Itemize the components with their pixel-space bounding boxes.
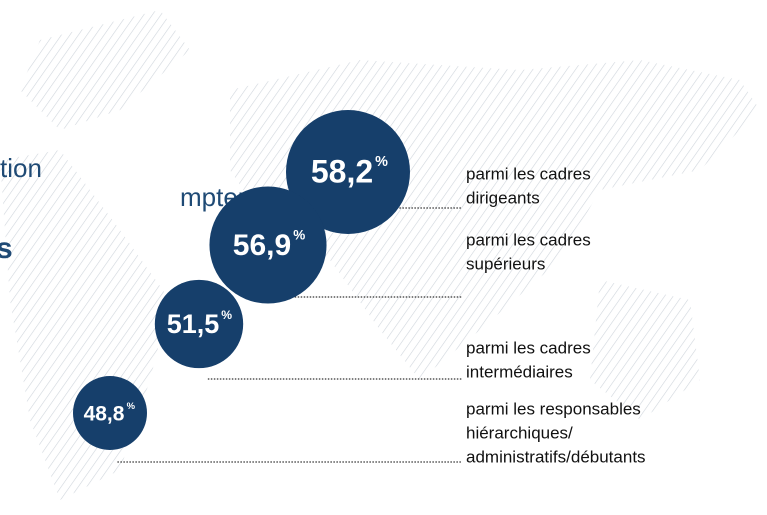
bubble <box>73 376 147 450</box>
category-label: supérieurs <box>466 254 545 273</box>
headline-fragment: s <box>0 232 13 265</box>
category-label: parmi les cadres <box>466 230 591 249</box>
unit-label: % <box>127 401 136 412</box>
category-label: dirigeants <box>466 188 540 207</box>
bubble <box>286 110 410 234</box>
value-label: 48,8 <box>84 403 125 426</box>
bubble <box>154 279 244 369</box>
category-label: parmi les responsables <box>466 399 641 418</box>
unit-label: % <box>221 308 232 322</box>
value-label: 58,2 <box>311 153 373 189</box>
category-label: parmi les cadres <box>466 164 591 183</box>
category-label: intermédiaires <box>466 362 573 381</box>
bubble <box>209 186 327 304</box>
headline-fragment: tion <box>0 153 42 183</box>
value-label: 56,9 <box>233 229 291 262</box>
category-label: parmi les cadres <box>466 338 591 357</box>
unit-label: % <box>293 228 305 243</box>
value-label: 51,5 <box>167 309 220 339</box>
category-label: hiérarchiques/ <box>466 423 573 442</box>
category-label: administratifs/débutants <box>466 447 646 466</box>
unit-label: % <box>375 154 388 170</box>
